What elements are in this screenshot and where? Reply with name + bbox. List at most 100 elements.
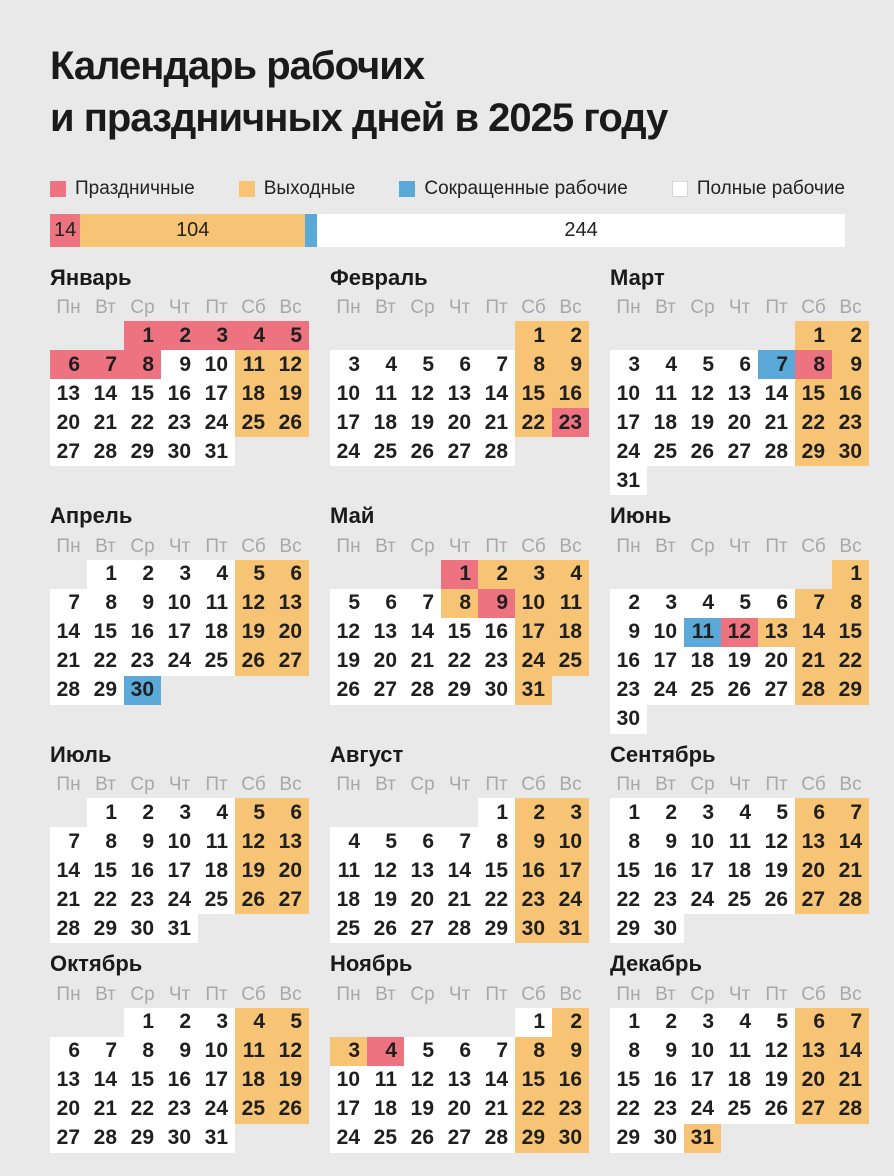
day-cell-full_workday: 3 bbox=[647, 588, 684, 618]
day-cell-weekend: 3 bbox=[330, 1036, 367, 1066]
month-апрель: Апрель Пн Вт Ср Чт Пт Сб Вс 1 2 3 4 5 6 7 8 9 10 11 12 13 14 1… bbox=[50, 503, 309, 733]
day-cell-full_workday: 24 bbox=[330, 1123, 367, 1153]
day-cell-weekend: 8 bbox=[515, 1036, 552, 1066]
day-cell-full_workday: 14 bbox=[478, 379, 515, 409]
day-cell-full_workday: 27 bbox=[441, 1123, 478, 1153]
day-cell-full_workday: 20 bbox=[404, 885, 441, 915]
month-февраль: Февраль Пн Вт Ср Чт Пт Сб Вс 1 2 3 4 5 6 7 8 9 10 11 12 13 14… bbox=[330, 265, 589, 495]
day-cell-full_workday: 17 bbox=[647, 646, 684, 676]
day-cell-full_workday: 3 bbox=[610, 350, 647, 380]
day-cell-full_workday: 25 bbox=[330, 914, 367, 944]
day-cell-full_workday: 11 bbox=[198, 588, 235, 618]
day-cell-full_workday: 8 bbox=[478, 827, 515, 857]
day-cell-full_workday: 20 bbox=[441, 408, 478, 438]
weekday-label: Вс bbox=[279, 535, 302, 557]
weekday-label: Вт bbox=[375, 983, 396, 1005]
day-cell-weekend: 27 bbox=[795, 885, 832, 915]
empty-cell bbox=[367, 798, 404, 827]
day-cell-full_workday: 18 bbox=[198, 856, 235, 886]
day-cell-full_workday: 17 bbox=[198, 379, 235, 409]
month-title: Апрель bbox=[50, 503, 133, 529]
bar-segment-value: 14 bbox=[54, 219, 77, 241]
day-cell-full_workday: 8 bbox=[87, 588, 124, 618]
day-cell-full_workday: 10 bbox=[684, 1036, 721, 1066]
day-cell-weekend: 19 bbox=[272, 1065, 309, 1095]
day-cell-weekend: 12 bbox=[272, 350, 309, 380]
day-cell-full_workday: 14 bbox=[478, 1065, 515, 1095]
day-cell-weekend: 6 bbox=[795, 1007, 832, 1037]
day-cell-weekend: 16 bbox=[552, 379, 589, 409]
day-cell-weekend: 14 bbox=[795, 617, 832, 647]
day-cell-weekend: 23 bbox=[515, 885, 552, 915]
day-cell-full_workday: 25 bbox=[721, 1094, 758, 1124]
empty-cell bbox=[758, 321, 795, 350]
day-cell-full_workday: 16 bbox=[161, 379, 198, 409]
day-cell-full_workday: 31 bbox=[610, 466, 647, 496]
day-cell-full_workday: 1 bbox=[610, 1007, 647, 1037]
day-cell-full_workday: 28 bbox=[50, 675, 87, 705]
weekday-label: Чт bbox=[728, 774, 751, 796]
day-cell-full_workday: 8 bbox=[610, 827, 647, 857]
weekday-label: Сб bbox=[801, 774, 826, 796]
empty-cell bbox=[647, 560, 684, 589]
day-cell-weekend: 30 bbox=[515, 914, 552, 944]
weekday-label: Пн bbox=[616, 297, 641, 319]
day-cell-weekend: 7 bbox=[795, 588, 832, 618]
day-cell-full_workday: 19 bbox=[404, 1094, 441, 1124]
legend-item-short-workdays: Сокращенные рабочие bbox=[399, 178, 628, 200]
day-cell-weekend: 26 bbox=[235, 885, 272, 915]
empty-cell bbox=[367, 560, 404, 589]
day-cell-holiday: 7 bbox=[87, 350, 124, 380]
day-cell-full_workday: 18 bbox=[367, 408, 404, 438]
day-cell-full_workday: 30 bbox=[161, 1123, 198, 1153]
day-cell-weekend: 22 bbox=[795, 408, 832, 438]
day-cell-full_workday: 12 bbox=[758, 1036, 795, 1066]
day-cell-full_workday: 26 bbox=[721, 675, 758, 705]
day-cell-weekend: 19 bbox=[235, 617, 272, 647]
day-cell-full_workday: 26 bbox=[404, 437, 441, 467]
weekday-label: Пт bbox=[205, 774, 228, 796]
legend-item-holidays: Праздничные bbox=[50, 178, 195, 200]
weekday-label: Ср bbox=[130, 774, 155, 796]
empty-cell bbox=[478, 321, 515, 350]
day-cell-full_workday: 7 bbox=[50, 827, 87, 857]
day-cell-weekend: 27 bbox=[272, 885, 309, 915]
weekday-label: Пт bbox=[765, 535, 788, 557]
weekday-label: Вт bbox=[95, 983, 116, 1005]
day-cell-weekend: 31 bbox=[515, 675, 552, 705]
day-cell-weekend: 11 bbox=[235, 350, 272, 380]
day-cell-full_workday: 1 bbox=[478, 798, 515, 828]
day-cell-full_workday: 14 bbox=[758, 379, 795, 409]
day-cell-full_workday: 19 bbox=[404, 408, 441, 438]
day-cell-full_workday: 17 bbox=[161, 617, 198, 647]
weekday-label: Ср bbox=[130, 983, 155, 1005]
weekday-label: Пт bbox=[765, 983, 788, 1005]
day-cell-weekend: 9 bbox=[832, 350, 869, 380]
weekday-label: Чт bbox=[728, 535, 751, 557]
day-cell-full_workday: 18 bbox=[647, 408, 684, 438]
day-cell-full_workday: 26 bbox=[330, 675, 367, 705]
day-cell-full_workday: 23 bbox=[161, 1094, 198, 1124]
day-cell-full_workday: 15 bbox=[610, 856, 647, 886]
weekday-label: Вт bbox=[375, 535, 396, 557]
day-cell-weekend: 16 bbox=[552, 1065, 589, 1095]
day-cell-full_workday: 1 bbox=[87, 798, 124, 828]
month-ноябрь: Ноябрь Пн Вт Ср Чт Пт Сб Вс 1 2 3 4 5 6 7 8 9 10 11 12 13 14 1… bbox=[330, 951, 589, 1153]
weekday-label: Пн bbox=[56, 535, 81, 557]
day-cell-full_workday: 17 bbox=[610, 408, 647, 438]
day-cell-full_workday: 4 bbox=[198, 798, 235, 828]
month-title: Июнь bbox=[610, 503, 672, 529]
day-cell-full_workday: 5 bbox=[404, 350, 441, 380]
day-cell-full_workday: 4 bbox=[367, 350, 404, 380]
days-grid: 1 2 3 4 5 6 7 8 9 10 11 12 13 14 15 16 17 18 19 20 21 22 23 24 2… bbox=[330, 559, 589, 705]
day-cell-full_workday: 4 bbox=[647, 350, 684, 380]
day-cell-weekend: 26 bbox=[272, 1094, 309, 1124]
weekday-label: Чт bbox=[448, 535, 471, 557]
weekday-label: Вс bbox=[559, 297, 582, 319]
day-cell-full_workday: 10 bbox=[647, 617, 684, 647]
day-cell-weekend: 30 bbox=[552, 1123, 589, 1153]
day-cell-full_workday: 10 bbox=[161, 827, 198, 857]
weekday-label: Чт bbox=[168, 535, 191, 557]
month-сентябрь: Сентябрь Пн Вт Ср Чт Пт Сб Вс 1 2 3 4 5 6 7 8 9 10 11 12 13 1… bbox=[610, 742, 869, 944]
